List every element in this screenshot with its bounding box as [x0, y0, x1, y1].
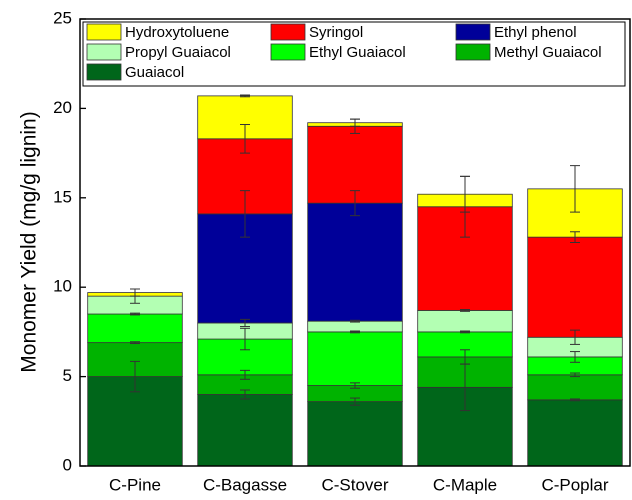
error-bar [570, 329, 580, 345]
error-bar [130, 288, 140, 297]
y-axis-label: Monomer Yield (mg/g lignin) [18, 111, 41, 372]
bar-segment [307, 202, 403, 322]
x-tick-label: C-Pine [109, 475, 161, 494]
error-bar [460, 175, 470, 213]
legend-swatch [86, 63, 122, 81]
bar-segment [527, 374, 623, 401]
error-bar [350, 382, 360, 389]
error-bar [350, 118, 360, 127]
x-tick-label: C-Bagasse [203, 475, 287, 494]
error-bar [460, 330, 470, 334]
y-tick-label: 0 [63, 455, 72, 474]
error-bar [570, 231, 580, 243]
error-bar [460, 309, 470, 312]
error-bar [130, 341, 140, 345]
legend-box [82, 21, 626, 87]
legend-label: Hydroxytoluene [125, 24, 229, 41]
legend-label: Syringol [309, 24, 363, 41]
error-bar [570, 398, 580, 402]
error-bar [350, 397, 360, 406]
legend-label: Guaiacol [125, 64, 184, 81]
legend-swatch [270, 43, 306, 61]
error-bar [240, 123, 250, 154]
legend-label: Ethyl phenol [494, 24, 577, 41]
bar-segment [87, 313, 183, 344]
legend-swatch [270, 23, 306, 41]
error-bar [240, 327, 250, 351]
error-bar [240, 94, 250, 98]
legend-label: Propyl Guaiacol [125, 44, 231, 61]
legend-swatch [455, 23, 491, 41]
y-tick-label: 5 [63, 366, 72, 385]
bar-segment [197, 394, 293, 467]
error-bar [240, 190, 250, 238]
error-bar [240, 369, 250, 380]
y-tick-label: 10 [53, 277, 72, 296]
plot-frame [79, 18, 631, 467]
bar-segment [307, 331, 403, 386]
bar-segment [527, 399, 623, 467]
error-bar [350, 190, 360, 217]
y-tick-label: 15 [53, 187, 72, 206]
bar-segment [307, 401, 403, 467]
legend-label: Methyl Guaiacol [494, 44, 602, 61]
y-tick-label: 25 [53, 8, 72, 27]
x-tick-label: C-Poplar [541, 475, 608, 494]
error-bar [240, 318, 250, 328]
error-bar [570, 351, 580, 363]
error-bar [350, 330, 360, 334]
error-bar [350, 319, 360, 323]
bar-segment [527, 236, 623, 338]
bar-segment [417, 310, 513, 333]
error-bar [570, 372, 580, 378]
error-bar [130, 360, 140, 393]
error-bar [570, 165, 580, 213]
legend-swatch [86, 43, 122, 61]
x-tick-label: C-Stover [321, 475, 388, 494]
bar-segment [527, 188, 623, 238]
error-bar [240, 389, 250, 400]
error-bar [460, 349, 470, 365]
legend-swatch [455, 43, 491, 61]
bar-segment [307, 320, 403, 333]
legend-label: Ethyl Guaiacol [309, 44, 406, 61]
legend-swatch [86, 23, 122, 41]
y-tick-label: 20 [53, 98, 72, 117]
error-bar [130, 312, 140, 316]
x-tick-label: C-Maple [433, 475, 497, 494]
